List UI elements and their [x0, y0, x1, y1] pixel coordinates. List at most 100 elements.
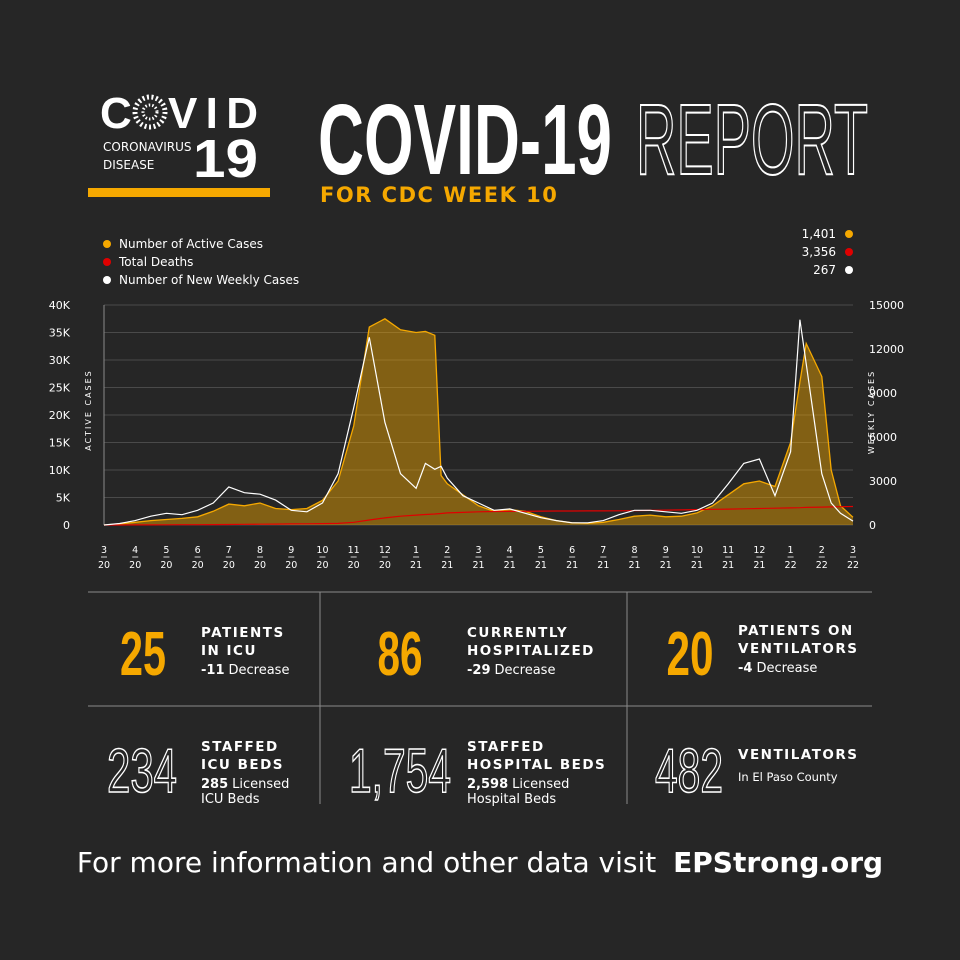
x-tick-sublabel: 20 — [160, 560, 172, 571]
x-tick-label: 2 — [444, 545, 450, 556]
x-tick-sublabel: 21 — [628, 560, 640, 571]
x-tick-sublabel: 20 — [223, 560, 235, 571]
x-tick-label: 9 — [663, 545, 669, 556]
y-axis-title: ACTIVE CASES — [84, 369, 93, 451]
chart: 05K10K15K20K25K30K35K40K0300060009000120… — [49, 227, 904, 571]
stat-number: 20 — [667, 620, 714, 689]
x-tick-sublabel: 22 — [847, 560, 859, 571]
footer-text: For more information and other data visi… — [77, 846, 656, 879]
x-tick-sublabel: 20 — [348, 560, 360, 571]
logo-subtitle: DISEASE — [103, 158, 154, 172]
x-tick-label: 12 — [753, 545, 765, 556]
y2-tick-label: 9000 — [869, 387, 897, 400]
stats-frame — [88, 591, 872, 804]
footer: For more information and other data visi… — [77, 846, 883, 879]
latest-label: 267 — [813, 263, 836, 277]
x-tick-label: 8 — [257, 545, 263, 556]
y-tick-label: 15K — [49, 437, 71, 450]
stat-title: PATIENTS — [201, 625, 285, 641]
y-tick-label: 20K — [49, 409, 71, 422]
stat-note-text: ICU Beds — [201, 792, 260, 807]
stat-number: 482 — [655, 737, 723, 806]
stat-note-text: Licensed — [512, 777, 569, 792]
y-tick-label: 35K — [49, 327, 71, 340]
y-tick-label: 5K — [56, 492, 71, 505]
y-tick-label: 40K — [49, 299, 71, 312]
stat-title: VENTILATORS — [738, 641, 859, 657]
x-tick-label: 2 — [819, 545, 825, 556]
x-tick-label: 4 — [507, 545, 513, 556]
x-tick-sublabel: 20 — [254, 560, 266, 571]
x-tick-sublabel: 20 — [129, 560, 141, 571]
y-tick-label: 0 — [63, 519, 70, 532]
latest-marker — [845, 266, 853, 274]
x-tick-sublabel: 20 — [316, 560, 328, 571]
stat-title: HOSPITALIZED — [467, 643, 595, 659]
stat-note-text: Hospital Beds — [467, 792, 556, 807]
logo-number: 19 — [193, 129, 258, 189]
x-tick-sublabel: 21 — [722, 560, 734, 571]
x-tick-label: 10 — [316, 545, 328, 556]
x-tick-label: 3 — [475, 545, 481, 556]
stat-note: -29 Decrease — [467, 663, 555, 678]
line — [103, 319, 854, 526]
stat-note-text: Licensed — [232, 777, 289, 792]
x-tick-label: 1 — [788, 545, 794, 556]
latest-label: 3,356 — [802, 245, 836, 259]
stat-note-value: 285 — [201, 777, 228, 792]
subtitle: FOR CDC WEEK 10 — [320, 183, 558, 207]
x-tick-sublabel: 21 — [441, 560, 453, 571]
logo-text: C — [100, 89, 132, 138]
stat-title: IN ICU — [201, 643, 257, 659]
stat-note: ICU Beds — [201, 792, 260, 807]
y-tick-label: 10K — [49, 464, 71, 477]
x-tick-label: 9 — [288, 545, 294, 556]
x-tick-sublabel: 21 — [753, 560, 765, 571]
line — [104, 505, 854, 526]
x-tick-sublabel: 21 — [566, 560, 578, 571]
x-tick-label: 3 — [850, 545, 856, 556]
x-tick-sublabel: 20 — [379, 560, 391, 571]
x-tick-sublabel: 22 — [816, 560, 828, 571]
stat-note-value: 2,598 — [467, 777, 508, 792]
legend-marker — [103, 240, 111, 248]
x-tick-sublabel: 20 — [285, 560, 297, 571]
y-tick-label: 25K — [49, 382, 71, 395]
stat-title: CURRENTLY — [467, 625, 568, 641]
x-tick-label: 6 — [569, 545, 575, 556]
virus-icon — [132, 94, 168, 130]
logo: C VID CORONAVIRUS DISEASE 19 — [88, 89, 270, 197]
legend-marker — [103, 258, 111, 266]
stat-number: 1,754 — [349, 737, 451, 806]
legend-label: Total Deaths — [118, 255, 193, 269]
legend-label: Number of Active Cases — [119, 237, 263, 251]
stat-note: 2,598 Licensed — [467, 777, 569, 792]
logo-subtitle: CORONAVIRUS — [103, 140, 192, 154]
stat-title: VENTILATORS — [738, 747, 859, 763]
y2-tick-label: 3000 — [869, 475, 897, 488]
x-tick-sublabel: 21 — [660, 560, 672, 571]
x-tick-sublabel: 21 — [535, 560, 547, 571]
x-tick-label: 12 — [379, 545, 391, 556]
title-outline: REPORT — [636, 84, 868, 196]
stat-note: Hospital Beds — [467, 792, 556, 807]
stat-title: PATIENTS ON — [738, 623, 854, 639]
x-tick-label: 11 — [348, 545, 360, 556]
footer-link[interactable]: EPStrong.org — [673, 846, 883, 879]
stat-note-text: Decrease — [756, 661, 817, 676]
latest-marker — [845, 248, 853, 256]
latest-marker — [845, 230, 853, 238]
x-tick-label: 7 — [226, 545, 232, 556]
x-tick-label: 7 — [600, 545, 606, 556]
stat-title: HOSPITAL BEDS — [467, 757, 606, 773]
stat-note: -4 Decrease — [738, 661, 817, 676]
x-tick-label: 5 — [163, 545, 169, 556]
stat-note-text: In El Paso County — [738, 770, 838, 784]
stat-note: -11 Decrease — [201, 663, 289, 678]
latest-label: 1,401 — [802, 227, 836, 241]
stat-note-text: Decrease — [495, 663, 556, 678]
stat-title: ICU BEDS — [201, 757, 284, 773]
x-tick-sublabel: 21 — [504, 560, 516, 571]
x-tick-label: 3 — [101, 545, 107, 556]
x-tick-label: 6 — [195, 545, 201, 556]
